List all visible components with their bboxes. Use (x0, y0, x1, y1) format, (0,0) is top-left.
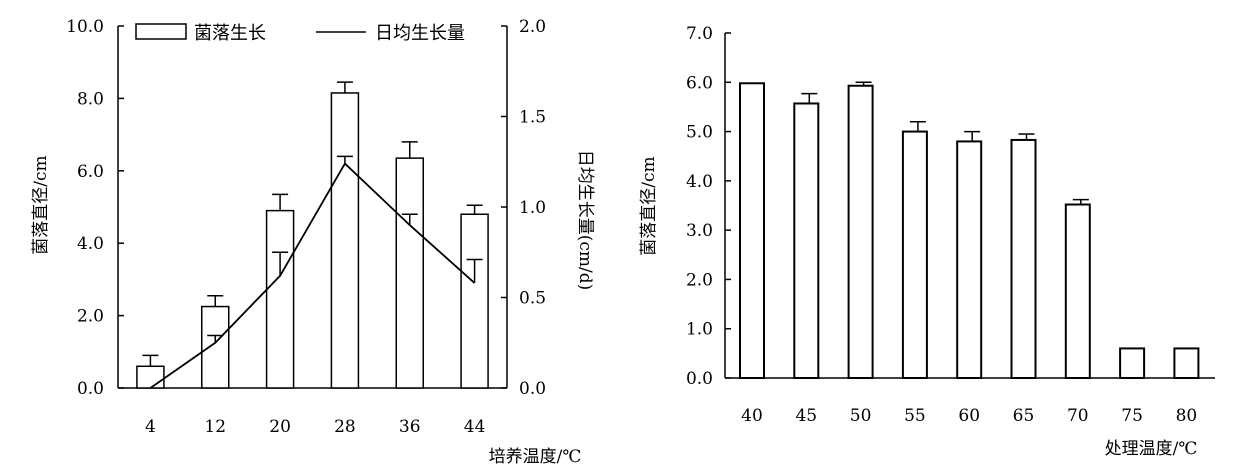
y-tick-label: 7.0 (686, 24, 713, 44)
y-tick-label: 10.0 (66, 17, 104, 37)
heat-chart-x-ticks: 40 45 50 55 60 65 70 75 80 (741, 406, 1197, 426)
bar (793, 102, 820, 379)
bar (847, 84, 874, 379)
growth-chart-line (149, 155, 483, 389)
x-tick-label: 50 (850, 406, 872, 426)
legend-line-label: 日均生长量 (375, 23, 465, 44)
heat-chart-x-label: 处理温度/℃ (1105, 439, 1198, 459)
growth-chart-bars (136, 81, 489, 389)
x-tick-label: 45 (795, 406, 817, 426)
y-tick-label: 1.0 (686, 320, 713, 340)
heat-treatment-chart: 0.0 1.0 2.0 3.0 4.0 5.0 6.0 7.0 40 45 50 55 60 65 70 7… (639, 24, 1215, 459)
bar (265, 209, 295, 389)
bar (330, 92, 360, 389)
y-tick-label: 3.0 (686, 221, 713, 241)
bar (1064, 203, 1091, 379)
x-tick-label: 80 (1176, 406, 1198, 426)
x-tick-label: 65 (1013, 406, 1035, 426)
growth-chart-y-label: 菌落直径/cm (31, 155, 51, 254)
growth-chart-x-label: 培养温度/℃ (489, 447, 582, 467)
bar (460, 213, 489, 389)
bar (1010, 138, 1037, 379)
line-series (149, 162, 476, 389)
x-tick-label: 44 (464, 417, 486, 437)
y-tick-label: 2.0 (686, 270, 713, 290)
y2-tick-label: 0.5 (519, 289, 546, 309)
x-tick-label: 55 (904, 406, 926, 426)
y2-tick-label: 2.0 (519, 17, 546, 37)
x-tick-label: 36 (399, 417, 421, 437)
y-tick-label: 4.0 (77, 234, 104, 254)
y2-tick-label: 1.5 (519, 108, 546, 128)
bar (1119, 347, 1146, 379)
x-tick-label: 20 (269, 417, 291, 437)
growth-chart-x-ticks: 4 12 20 28 36 44 (145, 417, 485, 437)
bar (956, 140, 983, 379)
x-tick-label: 28 (334, 417, 356, 437)
bar (739, 82, 765, 380)
heat-chart-y-label: 菌落直径/cm (639, 156, 659, 255)
y-tick-label: 0.0 (686, 369, 713, 389)
x-tick-label: 70 (1067, 406, 1089, 426)
growth-chart-y2-ticks: 0.0 0.5 1.0 1.5 2.0 (501, 17, 546, 399)
growth-chart-legend: 菌落生长 日均生长量 (135, 23, 465, 44)
x-tick-label: 40 (741, 406, 763, 426)
y-tick-label: 0.0 (77, 379, 104, 399)
x-tick-label: 60 (958, 406, 980, 426)
bar (901, 130, 928, 379)
y2-tick-label: 1.0 (519, 198, 546, 218)
bar (136, 365, 165, 389)
heat-chart-bars (739, 81, 1200, 380)
y-tick-label: 6.0 (77, 162, 104, 182)
growth-chart-y-ticks: 0.0 2.0 4.0 6.0 8.0 10.0 (66, 17, 124, 399)
growth-chart-y2-label: 日均生长量(cm/d) (575, 150, 595, 291)
legend-bar-label: 菌落生长 (194, 23, 266, 44)
y-tick-label: 4.0 (686, 172, 713, 192)
bar (201, 305, 230, 389)
y-tick-label: 5.0 (686, 123, 713, 143)
x-tick-label: 75 (1121, 406, 1143, 426)
bar (1173, 347, 1200, 379)
y2-tick-label: 0.0 (519, 379, 546, 399)
y-tick-label: 2.0 (77, 307, 104, 327)
legend-bar-swatch (135, 23, 187, 40)
heat-chart-y-ticks: 0.0 1.0 2.0 3.0 4.0 5.0 6.0 7.0 (686, 24, 731, 389)
x-tick-label: 12 (204, 417, 226, 437)
x-tick-label: 4 (145, 417, 156, 437)
y-tick-label: 8.0 (77, 89, 104, 109)
growth-chart: 0.0 2.0 4.0 6.0 8.0 10.0 0.0 0.5 1.0 1.5 2.0 4 12 2… (31, 17, 595, 467)
y-tick-label: 6.0 (686, 73, 713, 93)
bar (395, 157, 424, 389)
